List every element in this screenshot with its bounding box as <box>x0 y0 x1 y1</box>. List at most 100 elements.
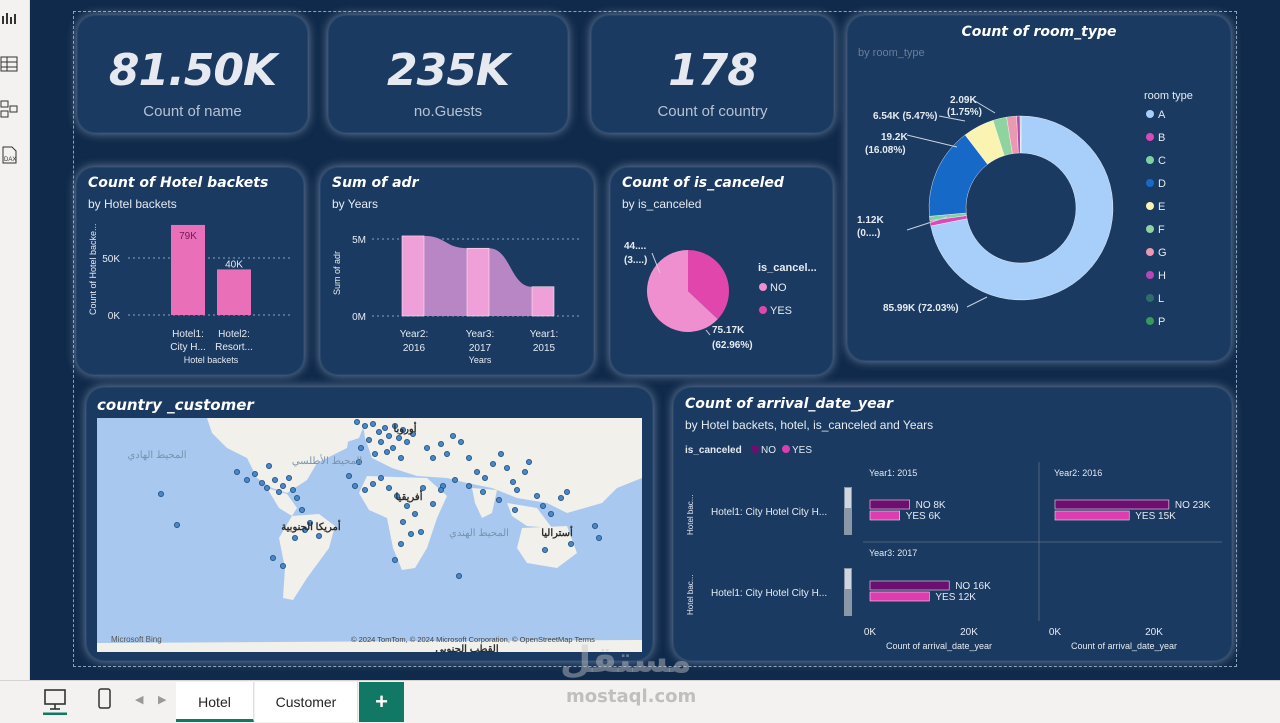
pie-slice-no[interactable] <box>647 250 718 332</box>
hotel-backets-chart-card[interactable]: Count of Hotel backets by Hotel backets … <box>76 167 304 375</box>
donut-slice-a[interactable] <box>930 115 1114 301</box>
country-marker[interactable] <box>265 463 272 470</box>
legend-item[interactable]: G <box>1158 247 1167 259</box>
country-marker[interactable] <box>306 520 313 527</box>
prev-page-icon[interactable]: ◀ <box>135 694 144 706</box>
country-marker[interactable] <box>539 503 546 510</box>
dax-query-icon[interactable]: DAX <box>0 146 18 164</box>
row-scrollbar[interactable] <box>844 487 852 535</box>
country-marker[interactable] <box>429 501 436 508</box>
country-marker[interactable] <box>541 546 548 553</box>
country-marker[interactable] <box>443 451 450 458</box>
bar[interactable] <box>466 247 490 317</box>
country-marker[interactable] <box>369 481 376 488</box>
country-marker[interactable] <box>473 469 480 476</box>
country-marker[interactable] <box>361 487 368 494</box>
country-map-card[interactable]: country _customer المحيط الهادي المحيط ا… <box>86 387 653 661</box>
country-marker[interactable] <box>315 533 322 540</box>
legend-item[interactable]: L <box>1158 293 1164 305</box>
country-marker[interactable] <box>557 495 564 502</box>
country-marker[interactable] <box>365 436 372 443</box>
country-marker[interactable] <box>449 432 456 439</box>
pie-slice-yes[interactable] <box>688 250 729 320</box>
arrival-chart-card[interactable]: Count of arrival_date_year by Hotel back… <box>673 387 1232 661</box>
legend-item[interactable]: C <box>1158 155 1166 167</box>
legend-item[interactable]: F <box>1158 224 1165 236</box>
country-marker[interactable] <box>567 541 574 548</box>
next-page-icon[interactable]: ▶ <box>158 694 167 706</box>
country-marker[interactable] <box>361 423 368 429</box>
row-scrollbar-thumb[interactable] <box>845 488 851 508</box>
desktop-view-icon[interactable] <box>42 687 68 716</box>
country-marker[interactable] <box>369 421 376 427</box>
country-marker[interactable] <box>395 434 402 441</box>
country-marker[interactable] <box>355 459 362 466</box>
canceled-chart-card[interactable]: Count of is_canceled by is_canceled 44..… <box>610 167 833 375</box>
bar-no[interactable] <box>869 580 950 591</box>
tab-hotel[interactable]: Hotel <box>176 682 254 722</box>
country-marker[interactable] <box>357 444 364 451</box>
country-marker[interactable] <box>377 438 384 445</box>
country-marker[interactable] <box>289 487 296 494</box>
country-marker[interactable] <box>495 497 502 504</box>
country-marker[interactable] <box>437 440 444 447</box>
country-marker[interactable] <box>291 535 298 542</box>
bar[interactable] <box>217 269 251 315</box>
legend-item[interactable]: P <box>1158 316 1165 328</box>
country-marker[interactable] <box>271 477 278 484</box>
country-marker[interactable] <box>489 461 496 468</box>
map-attribution[interactable]: © 2024 TomTom, © 2024 Microsoft Corporat… <box>351 635 595 644</box>
country-marker[interactable] <box>383 448 390 455</box>
country-marker[interactable] <box>399 426 406 433</box>
table-view-icon[interactable] <box>0 56 18 72</box>
country-marker[interactable] <box>233 469 240 476</box>
country-marker[interactable] <box>293 495 300 502</box>
country-marker[interactable] <box>511 507 518 514</box>
country-marker[interactable] <box>437 487 444 494</box>
country-marker[interactable] <box>275 489 282 496</box>
map-area[interactable]: المحيط الهادي المحيط الأطلسي أوروبا أفري… <box>97 418 642 652</box>
country-marker[interactable] <box>455 572 462 579</box>
bar[interactable] <box>401 235 425 317</box>
country-marker[interactable] <box>158 491 165 498</box>
legend-item[interactable]: H <box>1158 270 1166 282</box>
bar[interactable] <box>531 286 555 317</box>
country-marker[interactable] <box>345 473 352 480</box>
tab-customer[interactable]: Customer <box>255 682 358 722</box>
country-marker[interactable] <box>465 483 472 490</box>
country-marker[interactable] <box>243 477 250 484</box>
country-marker[interactable] <box>497 451 504 458</box>
country-marker[interactable] <box>285 475 292 482</box>
country-marker[interactable] <box>397 541 404 548</box>
kpi-card-names[interactable]: 81.50K Count of name <box>77 15 308 133</box>
country-marker[interactable] <box>525 459 532 466</box>
legend-item[interactable]: D <box>1158 178 1166 190</box>
country-marker[interactable] <box>389 444 396 451</box>
country-marker[interactable] <box>399 519 406 526</box>
legend-item-no[interactable]: NO <box>761 445 776 456</box>
country-marker[interactable] <box>403 438 410 445</box>
kpi-card-country[interactable]: 178 Count of country <box>591 15 834 133</box>
room-type-chart-card[interactable]: Count of room_type by room_type 85.99K (… <box>847 15 1231 361</box>
add-page-button[interactable]: + <box>359 682 404 722</box>
country-marker[interactable] <box>423 444 430 451</box>
legend-item-yes[interactable]: YES <box>770 305 792 317</box>
country-marker[interactable] <box>279 483 286 490</box>
country-marker[interactable] <box>465 455 472 462</box>
country-marker[interactable] <box>269 554 276 561</box>
country-marker[interactable] <box>429 455 436 462</box>
country-marker[interactable] <box>481 475 488 482</box>
country-marker[interactable] <box>301 527 308 534</box>
model-view-icon[interactable] <box>0 100 18 118</box>
country-marker[interactable] <box>258 480 265 487</box>
mobile-view-icon[interactable] <box>96 687 114 711</box>
row-scrollbar-thumb[interactable] <box>845 569 851 589</box>
country-marker[interactable] <box>417 529 424 536</box>
country-marker[interactable] <box>263 485 270 492</box>
country-marker[interactable] <box>403 503 410 510</box>
country-marker[interactable] <box>298 507 305 514</box>
row-scrollbar[interactable] <box>844 568 852 616</box>
country-marker[interactable] <box>385 432 392 439</box>
country-marker[interactable] <box>595 535 602 542</box>
legend-item-yes[interactable]: YES <box>792 445 812 456</box>
